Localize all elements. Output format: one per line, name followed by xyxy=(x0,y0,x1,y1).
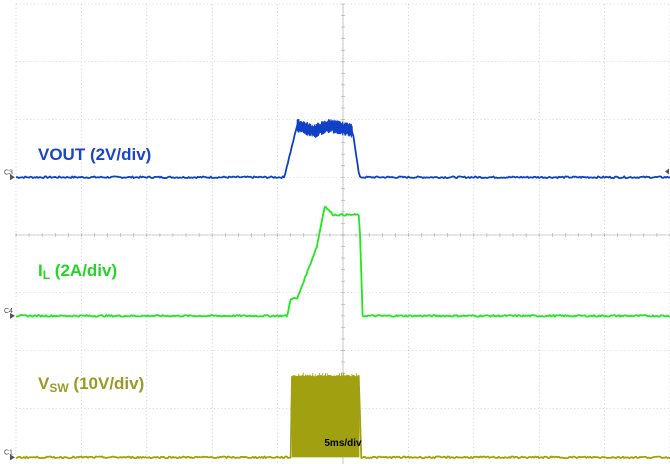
channel-markers: C3 C4 C1 xyxy=(4,168,669,461)
vout-channel-tag: C3 xyxy=(4,169,13,176)
vsw-ground-marker xyxy=(10,454,15,461)
vout-label: VOUT (2V/div) xyxy=(38,145,151,164)
trigger-level-marker xyxy=(665,168,669,175)
vout-trace xyxy=(15,120,670,180)
timebase-label: 5ms/div xyxy=(324,438,362,449)
il-trace xyxy=(15,206,670,318)
vsw-label: VSW (10V/div) xyxy=(38,374,144,395)
trace-layer xyxy=(15,118,670,460)
vsw-switching-burst xyxy=(291,376,360,458)
il-channel-tag: C4 xyxy=(4,308,13,315)
il-ground-marker xyxy=(10,312,15,319)
vsw-trace xyxy=(15,374,670,460)
il-label: IL (2A/div) xyxy=(38,261,117,282)
vsw-channel-tag: C1 xyxy=(4,449,13,456)
trace-labels: VOUT (2V/div) IL (2A/div) VSW (10V/div) xyxy=(38,145,151,395)
vout-ground-marker xyxy=(10,174,15,181)
